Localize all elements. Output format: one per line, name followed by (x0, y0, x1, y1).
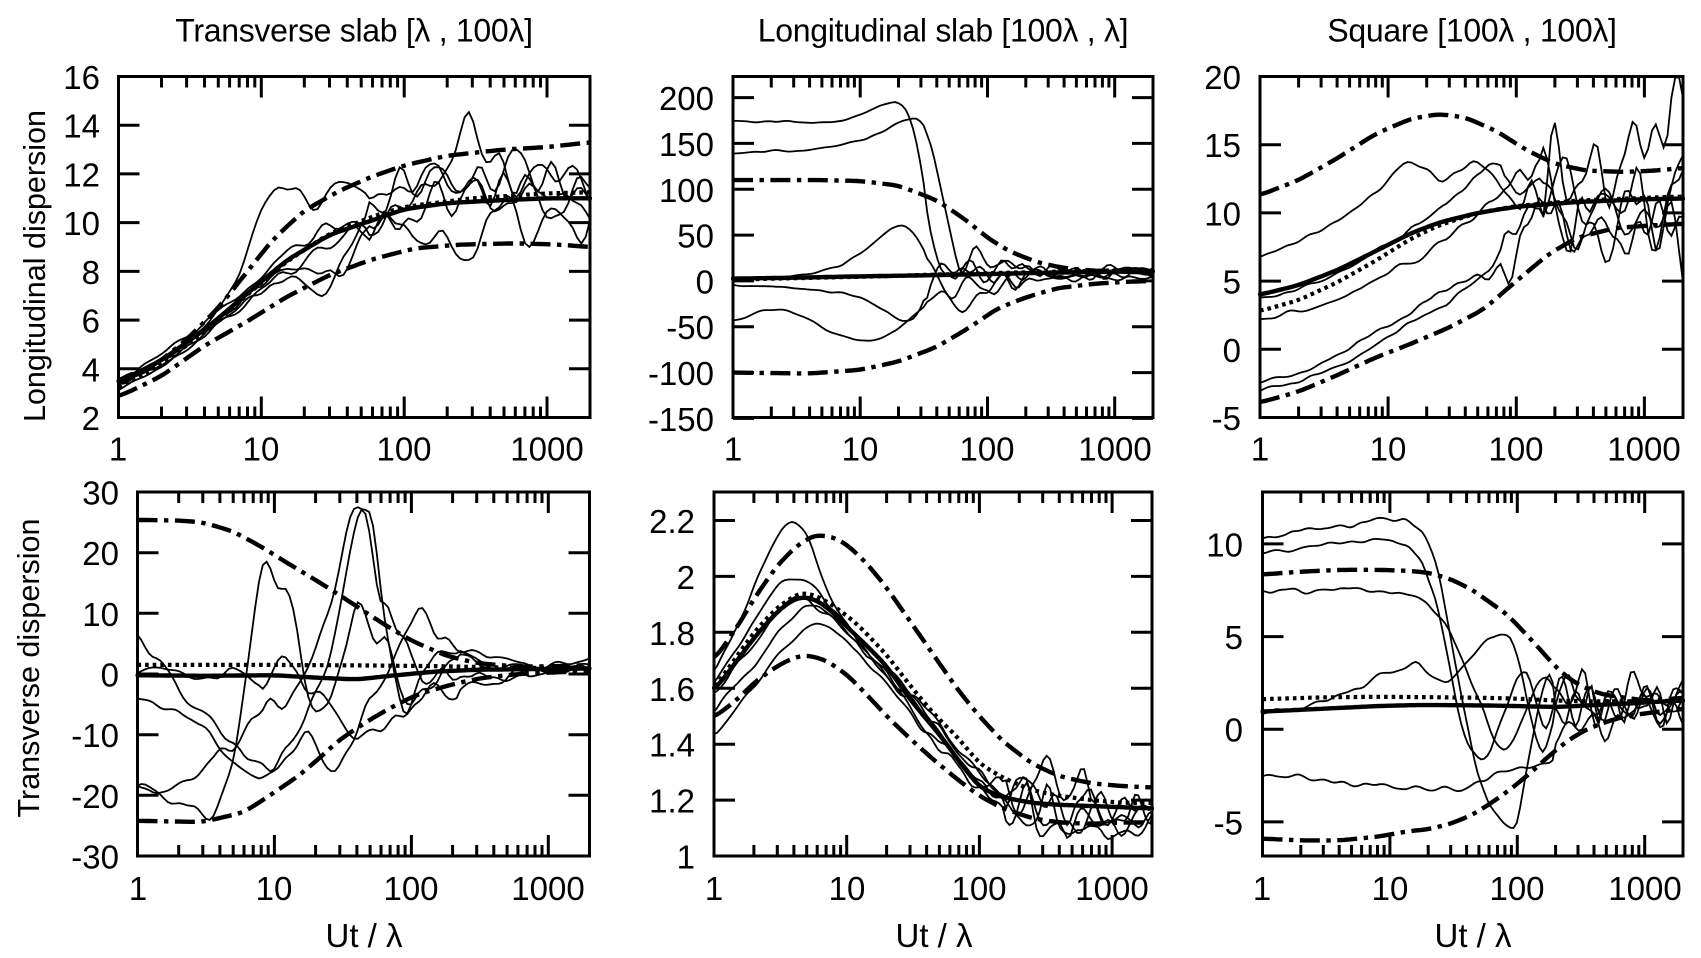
svg-text:8: 8 (82, 254, 100, 291)
svg-text:100: 100 (959, 431, 1014, 468)
svg-text:100: 100 (1488, 431, 1543, 468)
svg-text:Transverse dispersion: Transverse dispersion (12, 519, 46, 818)
svg-text:Ut / λ: Ut / λ (895, 917, 973, 954)
svg-text:0: 0 (696, 263, 714, 300)
svg-text:20: 20 (1204, 59, 1241, 96)
svg-text:150: 150 (659, 126, 714, 163)
svg-text:1.2: 1.2 (649, 783, 695, 820)
svg-text:Transverse slab [λ , 100λ]: Transverse slab [λ , 100λ] (175, 13, 532, 49)
svg-text:50: 50 (677, 218, 714, 255)
svg-text:1: 1 (109, 431, 127, 468)
svg-text:-50: -50 (666, 309, 714, 346)
svg-text:Ut / λ: Ut / λ (325, 917, 403, 954)
svg-text:1: 1 (1253, 870, 1271, 907)
svg-text:0: 0 (1223, 332, 1241, 369)
svg-text:5: 5 (1225, 619, 1243, 656)
svg-text:10: 10 (842, 431, 879, 468)
svg-text:30: 30 (82, 475, 119, 512)
svg-text:-5: -5 (1212, 400, 1241, 437)
svg-text:1000: 1000 (1607, 431, 1680, 468)
svg-text:1: 1 (724, 431, 742, 468)
svg-text:1000: 1000 (510, 431, 583, 468)
svg-text:100: 100 (1489, 870, 1544, 907)
svg-text:2.2: 2.2 (649, 503, 695, 540)
svg-text:-20: -20 (71, 778, 119, 815)
svg-text:1.6: 1.6 (649, 671, 695, 708)
svg-text:20: 20 (82, 535, 119, 572)
svg-text:2: 2 (677, 559, 695, 596)
svg-text:Longitudinal dispersion: Longitudinal dispersion (18, 110, 52, 422)
svg-text:-10: -10 (71, 717, 119, 754)
svg-text:2: 2 (82, 400, 100, 437)
svg-text:10: 10 (243, 431, 280, 468)
svg-text:-5: -5 (1214, 804, 1243, 841)
svg-text:10: 10 (1370, 431, 1407, 468)
svg-text:1: 1 (705, 870, 723, 907)
svg-text:1000: 1000 (1078, 431, 1151, 468)
svg-text:4: 4 (82, 351, 100, 388)
svg-text:-30: -30 (71, 839, 119, 876)
svg-text:10: 10 (82, 596, 119, 633)
svg-text:Longitudinal slab [100λ , λ]: Longitudinal slab [100λ , λ] (758, 13, 1129, 49)
svg-text:10: 10 (63, 205, 100, 242)
svg-text:6: 6 (82, 303, 100, 340)
svg-text:15: 15 (1204, 127, 1241, 164)
svg-text:1.4: 1.4 (649, 727, 695, 764)
svg-text:100: 100 (951, 870, 1006, 907)
svg-text:1: 1 (129, 870, 147, 907)
svg-text:200: 200 (659, 80, 714, 117)
svg-text:-100: -100 (648, 355, 714, 392)
svg-text:12: 12 (63, 156, 100, 193)
svg-text:1000: 1000 (1075, 870, 1148, 907)
svg-text:14: 14 (63, 108, 100, 145)
svg-text:-150: -150 (648, 401, 714, 438)
svg-text:1000: 1000 (511, 870, 584, 907)
svg-text:0: 0 (101, 657, 119, 694)
svg-text:16: 16 (63, 59, 100, 96)
svg-text:100: 100 (659, 172, 714, 209)
svg-text:10: 10 (829, 870, 866, 907)
svg-text:100: 100 (383, 870, 438, 907)
svg-text:1: 1 (1251, 431, 1269, 468)
svg-text:Square [100λ , 100λ]: Square [100λ , 100λ] (1327, 13, 1616, 49)
svg-text:Ut / λ: Ut / λ (1434, 917, 1512, 954)
svg-text:10: 10 (1206, 526, 1243, 563)
svg-text:10: 10 (256, 870, 293, 907)
svg-text:1.8: 1.8 (649, 615, 695, 652)
svg-text:100: 100 (376, 431, 431, 468)
svg-text:1: 1 (677, 839, 695, 876)
svg-text:5: 5 (1223, 264, 1241, 301)
svg-text:1000: 1000 (1608, 870, 1681, 907)
svg-text:10: 10 (1372, 870, 1409, 907)
svg-text:10: 10 (1204, 195, 1241, 232)
svg-text:0: 0 (1225, 712, 1243, 749)
